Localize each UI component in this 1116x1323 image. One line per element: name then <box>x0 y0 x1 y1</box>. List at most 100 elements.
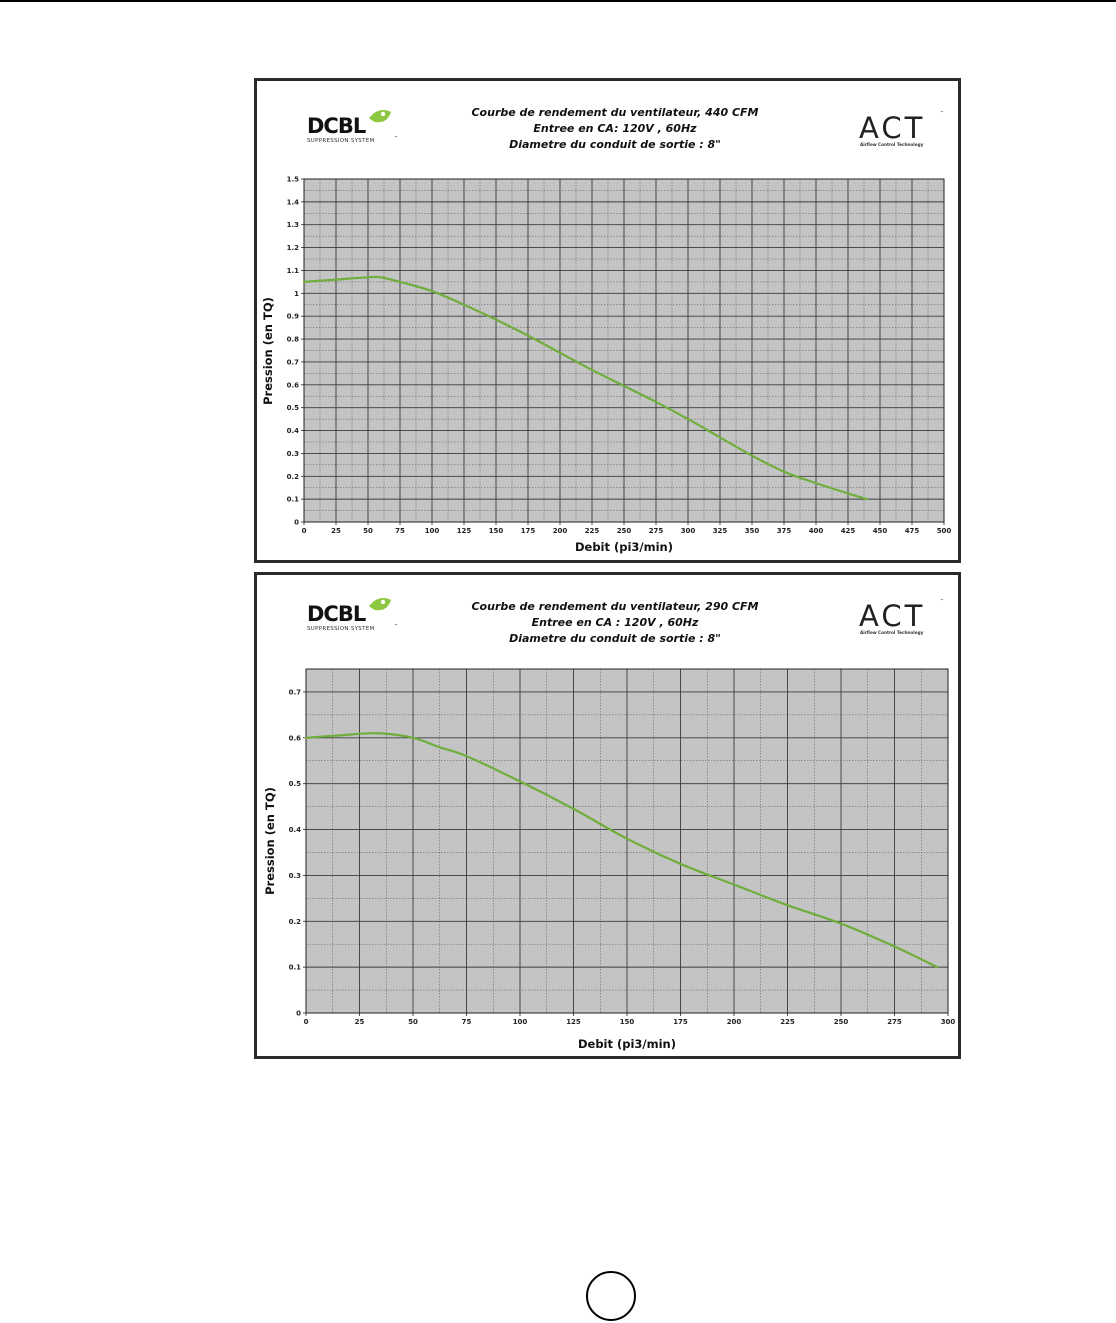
fan-curve-chart-290: DCBL SUPPRESSION SYSTEM ™ Courbe de rend… <box>263 598 956 1051</box>
y-tick-label: 0 <box>296 1010 301 1018</box>
x-tick-label: 475 <box>905 527 920 535</box>
act-logo-text: ACT <box>859 599 925 633</box>
x-tick-label: 450 <box>873 527 888 535</box>
x-tick-label: 150 <box>620 1018 635 1026</box>
y-tick-label: 0 <box>294 519 299 527</box>
y-tick-label: 0.3 <box>287 450 300 458</box>
title-line-2: Entree en CA : 120V , 60Hz <box>532 616 699 629</box>
x-tick-label: 250 <box>834 1018 849 1026</box>
x-tick-label: 325 <box>713 527 728 535</box>
x-tick-label: 75 <box>462 1018 472 1026</box>
leaf-dot-icon <box>380 111 386 117</box>
act-logo: ACT ™ Airflow Control Technology <box>859 598 944 635</box>
dcbl-logo: DCBL SUPPRESSION SYSTEM ™ <box>307 110 398 144</box>
y-tick-label: 0.7 <box>289 688 302 696</box>
chart-title: Courbe de rendement du ventilateur, 290 … <box>471 600 758 645</box>
y-tick-label: 1.3 <box>287 221 300 229</box>
act-logo: ACT ™ Airflow Control Technology <box>859 110 944 147</box>
x-tick-label: 375 <box>777 527 792 535</box>
x-tick-label: 0 <box>304 1018 309 1026</box>
dcbl-logo-subtitle: SUPPRESSION SYSTEM <box>307 138 375 144</box>
x-tick-label: 275 <box>887 1018 902 1026</box>
y-tick-label: 0.6 <box>287 381 300 389</box>
x-tick-label: 175 <box>673 1018 688 1026</box>
act-logo-text: ACT <box>859 111 925 145</box>
x-tick-label: 50 <box>363 527 373 535</box>
leaf-icon <box>369 598 391 611</box>
x-tick-label: 350 <box>745 527 760 535</box>
y-tick-label: 0.4 <box>287 427 300 435</box>
page-number-circle <box>586 1271 636 1321</box>
x-tick-label: 200 <box>553 527 568 535</box>
chart-panel-290: DCBL SUPPRESSION SYSTEM ™ Courbe de rend… <box>254 572 961 1059</box>
title-line-1: Courbe de rendement du ventilateur, 290 … <box>471 600 758 613</box>
y-tick-label: 0.7 <box>287 358 300 366</box>
x-tick-label: 25 <box>355 1018 365 1026</box>
series-line <box>304 732 939 969</box>
title-line-2: Entree en CA: 120V , 60Hz <box>533 122 697 135</box>
x-tick-label: 50 <box>408 1018 418 1026</box>
x-tick-label: 400 <box>809 527 824 535</box>
x-tick-label: 425 <box>841 527 856 535</box>
x-tick-label: 0 <box>302 527 307 535</box>
fan-curve-chart-440: DCBL SUPPRESSION SYSTEM ™ Courbe de rend… <box>261 106 952 554</box>
chart-panel-440: DCBL SUPPRESSION SYSTEM ™ Courbe de rend… <box>254 78 961 563</box>
dcbl-trademark: ™ <box>394 135 398 140</box>
chart-title: Courbe de rendement du ventilateur, 440 … <box>471 106 758 151</box>
x-tick-label: 275 <box>649 527 664 535</box>
x-tick-label: 225 <box>780 1018 795 1026</box>
y-tick-label: 0.6 <box>289 734 302 742</box>
x-tick-label: 100 <box>425 527 440 535</box>
series-line <box>302 275 869 501</box>
dcbl-logo-text: DCBL <box>307 114 366 138</box>
top-rule <box>0 0 1116 2</box>
y-axis-label: Pression (en TQ) <box>263 787 277 895</box>
plot-frame <box>305 668 949 1014</box>
x-tick-label: 175 <box>521 527 536 535</box>
y-tick-label: 0.2 <box>287 473 300 481</box>
x-axis-label: Debit (pi3/min) <box>575 540 673 554</box>
title-line-1: Courbe de rendement du ventilateur, 440 … <box>471 106 758 119</box>
x-tick-label: 75 <box>395 527 405 535</box>
x-tick-label: 125 <box>566 1018 581 1026</box>
y-axis-label: Pression (en TQ) <box>261 297 275 405</box>
plot-frame <box>303 178 945 523</box>
x-tick-label: 250 <box>617 527 632 535</box>
x-tick-label: 150 <box>489 527 504 535</box>
leaf-icon <box>369 110 391 123</box>
plot-area: 0 25 50 75 100 125 150 175 200 225 250 275 300 325 350… <box>287 176 952 536</box>
plot-area: 0 25 50 75 100 125 150 175 200 225 250 275 300 0 0.1 0.… <box>289 668 956 1026</box>
x-tick-label: 200 <box>727 1018 742 1026</box>
x-tick-label: 225 <box>585 527 600 535</box>
y-tick-label: 0.1 <box>287 496 300 504</box>
act-trademark: ™ <box>940 598 944 603</box>
title-line-3: Diametre du conduit de sortie : 8" <box>509 632 721 645</box>
y-tick-label: 1 <box>294 290 299 298</box>
x-tick-label: 125 <box>457 527 472 535</box>
y-tick-label: 1.5 <box>287 176 300 184</box>
act-logo-subtitle: Airflow Control Technology <box>860 142 924 147</box>
y-tick-label: 0.1 <box>289 964 302 972</box>
y-tick-label: 0.3 <box>289 872 302 880</box>
y-tick-label: 0.2 <box>289 918 302 926</box>
x-tick-label: 300 <box>941 1018 956 1026</box>
y-tick-label: 1.1 <box>287 267 300 275</box>
y-tick-label: 0.8 <box>287 336 300 344</box>
y-tick-label: 1.2 <box>287 244 300 252</box>
y-tick-label: 0.9 <box>287 313 300 321</box>
y-tick-label: 0.4 <box>289 826 302 834</box>
act-trademark: ™ <box>940 110 944 115</box>
act-logo-subtitle: Airflow Control Technology <box>860 630 924 635</box>
x-tick-label: 100 <box>513 1018 528 1026</box>
y-tick-label: 0.5 <box>289 780 302 788</box>
x-tick-label: 500 <box>937 527 952 535</box>
leaf-dot-icon <box>380 599 386 605</box>
dcbl-logo: DCBL SUPPRESSION SYSTEM ™ <box>307 598 398 632</box>
y-tick-label: 0.5 <box>287 404 300 412</box>
x-axis-label: Debit (pi3/min) <box>578 1037 676 1051</box>
x-tick-label: 300 <box>681 527 696 535</box>
dcbl-logo-subtitle: SUPPRESSION SYSTEM <box>307 626 375 632</box>
dcbl-trademark: ™ <box>394 623 398 628</box>
y-tick-label: 1.4 <box>287 198 300 206</box>
dcbl-logo-text: DCBL <box>307 602 366 626</box>
